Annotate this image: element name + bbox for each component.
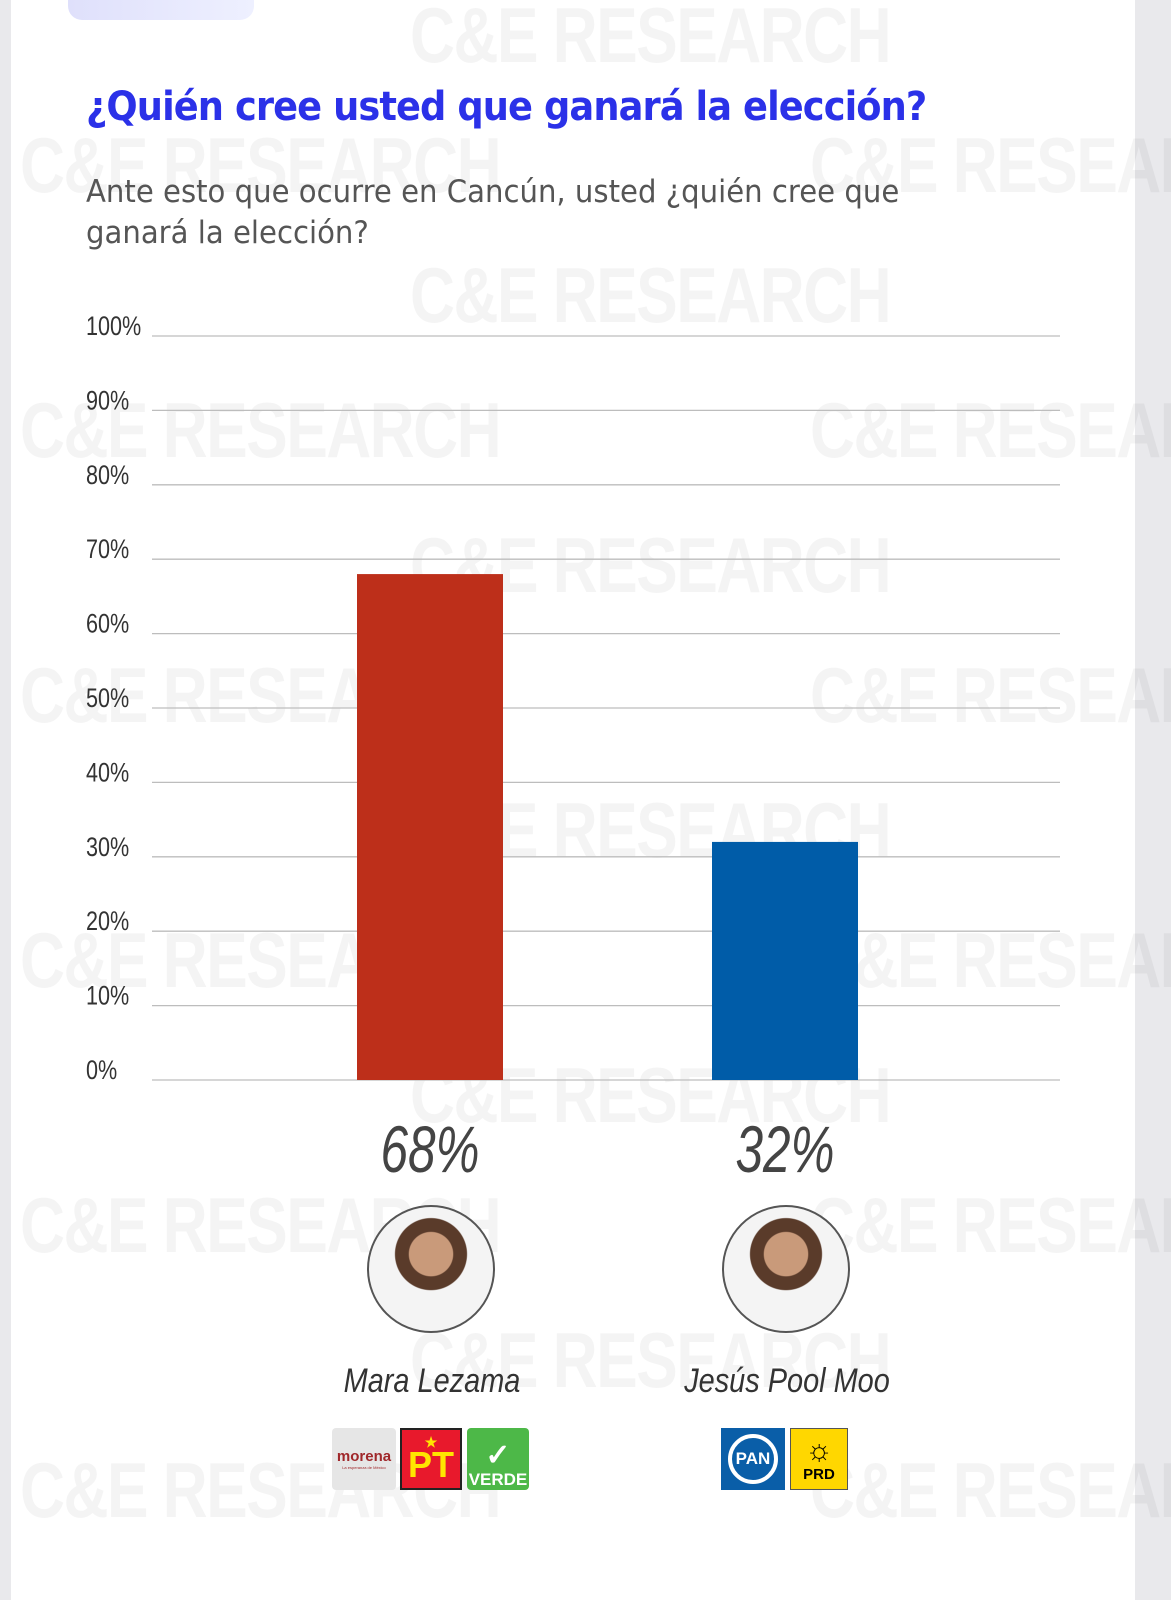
watermark: C&E RESEARCH: [410, 250, 892, 341]
prd-logo: ☼ PRD: [790, 1428, 848, 1490]
y-tick-label: 30%: [86, 833, 129, 863]
watermark: C&E RESEARCH: [410, 0, 892, 81]
y-tick-label: 100%: [86, 312, 141, 342]
chart-title: ¿Quién cree usted que ganará la elección…: [86, 84, 927, 130]
watermark: C&E RESEARCH: [20, 385, 502, 476]
value-label: 68%: [380, 1113, 479, 1187]
y-tick-label: 0%: [86, 1056, 117, 1086]
y-tick-label: 20%: [86, 907, 129, 937]
verde-logo: ✓ VERDE: [467, 1428, 529, 1490]
y-tick-label: 70%: [86, 535, 129, 565]
watermark: C&E RESEARCH: [810, 1180, 1171, 1271]
watermark: C&E RESEARCH: [810, 650, 1171, 741]
watermark: C&E RESEARCH: [810, 120, 1171, 211]
y-tick-label: 90%: [86, 386, 129, 416]
y-tick-label: 40%: [86, 758, 129, 788]
value-label: 32%: [735, 1113, 834, 1187]
y-tick-label: 60%: [86, 609, 129, 639]
watermark: C&E RESEARCH: [810, 1445, 1171, 1536]
pt-logo: ★ PT: [400, 1428, 462, 1490]
candidate-name: Jesús Pool Moo: [684, 1362, 890, 1400]
bar-2: [712, 841, 858, 1080]
chart-subtitle: Ante esto que ocurre en Cancún, usted ¿q…: [86, 174, 900, 251]
candidate-name: Mara Lezama: [343, 1362, 521, 1400]
candidate-photo-mara-lezama: [367, 1205, 495, 1333]
bar-1: [357, 574, 503, 1080]
watermark: C&E RESEARCH: [810, 385, 1171, 476]
watermark: C&E RESEARCH: [20, 120, 502, 211]
y-tick-label: 10%: [86, 981, 129, 1011]
bar-chart: 0% 10% 20% 30% 40% 50% 60% 70% 80% 90% 100% 68% 32%: [86, 312, 1060, 1187]
y-tick-label: 50%: [86, 684, 129, 714]
watermark: C&E RESEARCH: [410, 1315, 892, 1406]
candidate-photo-jesus-pool-moo: [722, 1205, 850, 1333]
pan-logo: PAN: [721, 1428, 785, 1490]
header-tab: [68, 0, 254, 20]
y-tick-label: 80%: [86, 461, 129, 491]
poll-card: [11, 0, 1135, 1600]
morena-logo: morena La esperanza de México: [332, 1428, 396, 1490]
